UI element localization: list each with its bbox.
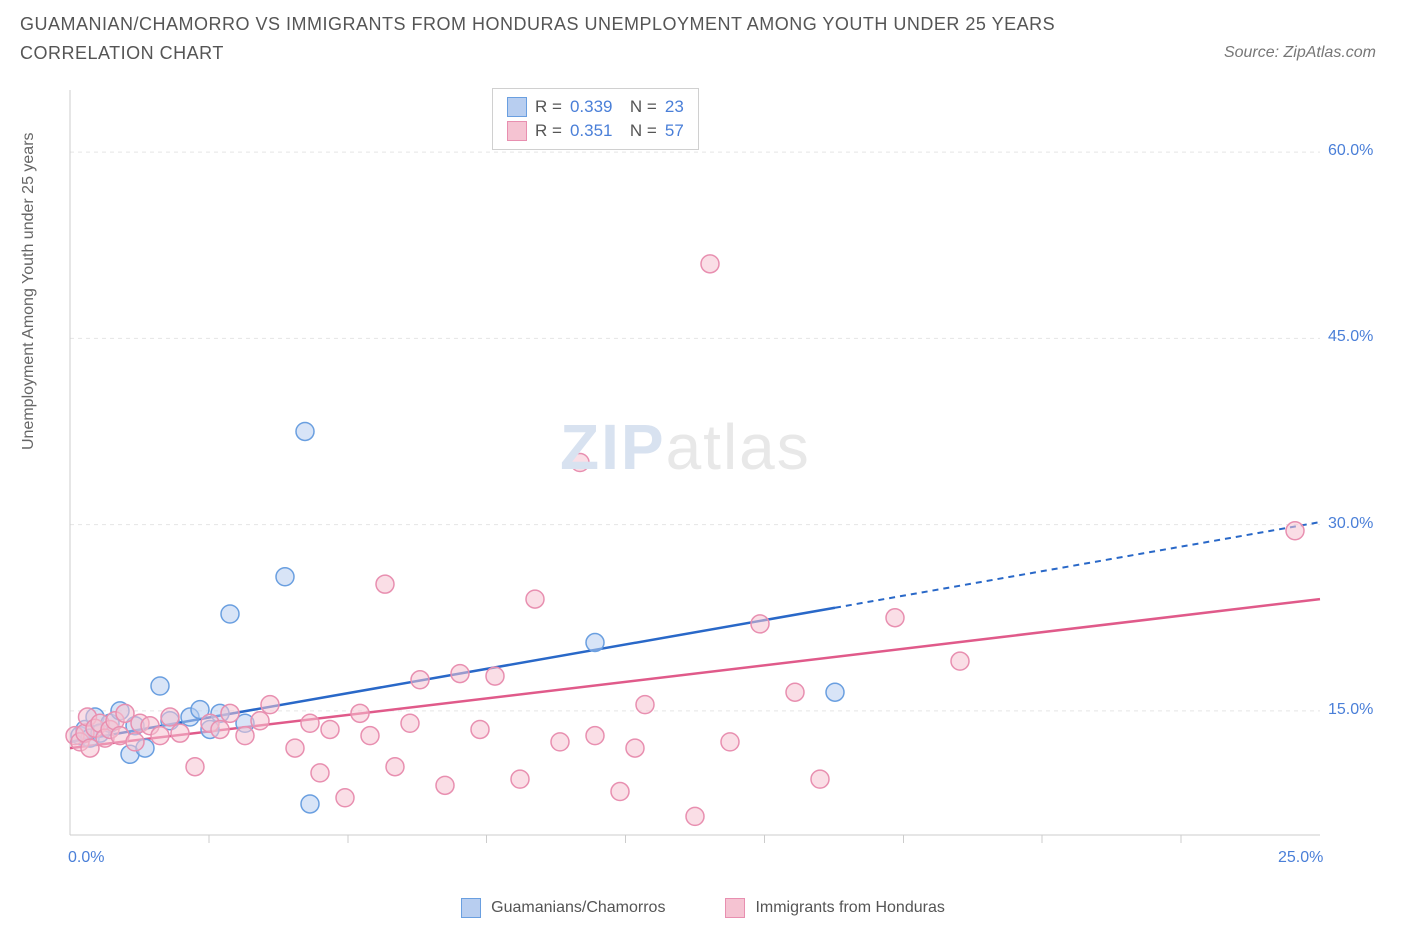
y-tick-label: 15.0% xyxy=(1328,701,1373,719)
chart-plot-area xyxy=(65,85,1375,865)
series-legend-item: Immigrants from Honduras xyxy=(725,898,944,918)
y-tick-label: 60.0% xyxy=(1328,142,1373,160)
series-legend: Guamanians/Chamorros Immigrants from Hond… xyxy=(0,898,1406,918)
y-axis-label: Unemployment Among Youth under 25 years xyxy=(20,132,38,450)
legend-stats-row: R = 0.339 N = 23 xyxy=(507,95,684,119)
legend-n-value: 23 xyxy=(665,97,684,117)
source-attribution: Source: ZipAtlas.com xyxy=(1224,44,1376,62)
legend-n-label: N = xyxy=(620,97,656,117)
legend-r-label: R = xyxy=(535,97,562,117)
series-legend-label: Immigrants from Honduras xyxy=(755,899,944,917)
legend-r-label: R = xyxy=(535,121,562,141)
legend-r-value: 0.339 xyxy=(570,97,613,117)
series-legend-label: Guamanians/Chamorros xyxy=(491,899,665,917)
legend-stats-row: R = 0.351 N = 57 xyxy=(507,119,684,143)
legend-swatch-icon xyxy=(725,898,745,918)
legend-n-label: N = xyxy=(620,121,656,141)
x-tick-label: 0.0% xyxy=(68,849,104,867)
y-tick-label: 45.0% xyxy=(1328,328,1373,346)
series-legend-item: Guamanians/Chamorros xyxy=(461,898,665,918)
x-tick-label: 25.0% xyxy=(1278,849,1323,867)
legend-swatch-icon xyxy=(461,898,481,918)
legend-r-value: 0.351 xyxy=(570,121,613,141)
legend-swatch-icon xyxy=(507,121,527,141)
y-tick-label: 30.0% xyxy=(1328,515,1373,533)
legend-n-value: 57 xyxy=(665,121,684,141)
correlation-legend: R = 0.339 N = 23R = 0.351 N = 57 xyxy=(492,88,699,150)
legend-swatch-icon xyxy=(507,97,527,117)
scatter-plot-svg xyxy=(65,85,1375,865)
chart-title: GUAMANIAN/CHAMORRO VS IMMIGRANTS FROM HO… xyxy=(20,10,1120,68)
